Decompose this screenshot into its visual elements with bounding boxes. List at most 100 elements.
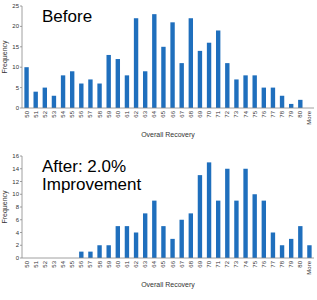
bar bbox=[106, 55, 110, 108]
bar bbox=[79, 84, 83, 108]
bar bbox=[271, 88, 275, 108]
bar bbox=[61, 75, 65, 108]
bar bbox=[116, 226, 120, 258]
bar bbox=[216, 201, 220, 258]
bar bbox=[225, 169, 229, 258]
bar bbox=[298, 100, 302, 108]
x-tick-label: 72 bbox=[224, 110, 230, 117]
bar bbox=[125, 226, 129, 258]
bar bbox=[189, 213, 193, 258]
x-tick-label: 56 bbox=[78, 110, 84, 117]
x-tick-label: 78 bbox=[279, 110, 285, 117]
x-tick-label: 77 bbox=[270, 110, 276, 117]
bar bbox=[97, 84, 101, 108]
figure: 0510152025505152535455565758596061626364… bbox=[0, 0, 317, 300]
bar bbox=[116, 59, 120, 108]
bar bbox=[298, 226, 302, 258]
bar bbox=[280, 245, 284, 258]
bar bbox=[289, 239, 293, 258]
x-tick-label: 77 bbox=[270, 260, 276, 267]
x-tick-label: 53 bbox=[51, 260, 57, 267]
y-tick-label: 8 bbox=[16, 204, 20, 210]
x-tick-label: 63 bbox=[142, 260, 148, 267]
bar bbox=[207, 43, 211, 108]
x-tick-label: 50 bbox=[24, 110, 30, 117]
bar bbox=[243, 169, 247, 258]
x-tick-label: 72 bbox=[224, 260, 230, 267]
bars bbox=[24, 14, 302, 108]
bar bbox=[216, 30, 220, 108]
x-tick-label: 79 bbox=[288, 260, 294, 267]
x-tick-label: 53 bbox=[51, 110, 57, 117]
x-tick-label: 71 bbox=[215, 260, 221, 267]
x-tick-label: 73 bbox=[233, 110, 239, 117]
bar bbox=[143, 71, 147, 108]
x-tick-label: 68 bbox=[188, 260, 194, 267]
bar bbox=[225, 63, 229, 108]
x-tick-label: 71 bbox=[215, 110, 221, 117]
x-tick-label: 74 bbox=[243, 260, 249, 267]
bar bbox=[262, 88, 266, 108]
bar bbox=[152, 14, 156, 108]
y-axis-title: Frequency bbox=[1, 40, 9, 74]
x-tick-label: 58 bbox=[97, 110, 103, 117]
y-tick-label: 15 bbox=[12, 44, 19, 50]
x-tick-label: 56 bbox=[78, 260, 84, 267]
x-tick-label: 78 bbox=[279, 260, 285, 267]
y-tick-label: 0 bbox=[16, 105, 20, 111]
x-tick-label: 59 bbox=[106, 110, 112, 117]
x-tick-label: 67 bbox=[179, 110, 185, 117]
x-tick-label: 59 bbox=[106, 260, 112, 267]
bar bbox=[189, 18, 193, 108]
bar bbox=[179, 63, 183, 108]
x-axis-title: Overall Recovery bbox=[141, 281, 195, 289]
x-tick-label: 65 bbox=[160, 260, 166, 267]
x-tick-label: 69 bbox=[197, 260, 203, 267]
x-tick-label: 54 bbox=[60, 110, 66, 117]
bar bbox=[88, 79, 92, 108]
bar bbox=[97, 245, 101, 258]
x-tick-label: 76 bbox=[261, 110, 267, 117]
x-tick-label: 54 bbox=[60, 260, 66, 267]
y-axis bbox=[22, 156, 23, 258]
x-tick-label: 52 bbox=[42, 260, 48, 267]
bar bbox=[179, 220, 183, 258]
x-tick-label: 61 bbox=[124, 260, 130, 267]
x-tick-label: 64 bbox=[151, 110, 157, 117]
bar bbox=[134, 18, 138, 108]
bar bbox=[70, 71, 74, 108]
x-tick-label: 70 bbox=[206, 110, 212, 117]
x-tick-label: 67 bbox=[179, 260, 185, 267]
x-tick-label: 63 bbox=[142, 110, 148, 117]
bar bbox=[152, 201, 156, 258]
x-tick-label: 62 bbox=[133, 110, 139, 117]
bar bbox=[252, 75, 256, 108]
x-tick-label: 58 bbox=[97, 260, 103, 267]
bar bbox=[161, 226, 165, 258]
x-tick-label: 75 bbox=[252, 110, 258, 117]
x-tick-label: 69 bbox=[197, 110, 203, 117]
bar bbox=[33, 92, 37, 108]
bar bbox=[143, 213, 147, 258]
bar bbox=[243, 75, 247, 108]
bar bbox=[170, 22, 174, 108]
y-tick-label: 10 bbox=[12, 64, 19, 70]
x-tick-label: 80 bbox=[297, 260, 303, 267]
x-tick-label: 68 bbox=[188, 110, 194, 117]
y-tick-label: 2 bbox=[16, 242, 20, 248]
bar bbox=[271, 233, 275, 259]
bar bbox=[207, 162, 211, 258]
bar bbox=[52, 96, 56, 108]
x-tick-label: 55 bbox=[69, 260, 75, 267]
x-tick-label: 61 bbox=[124, 110, 130, 117]
x-axis bbox=[22, 258, 314, 259]
y-axis-title: Frequency bbox=[1, 190, 9, 224]
y-tick-label: 20 bbox=[12, 23, 19, 29]
x-tick-label: 51 bbox=[33, 110, 39, 117]
x-tick-label: More bbox=[306, 110, 312, 124]
y-tick-label: 12 bbox=[12, 179, 19, 185]
x-tick-label: 57 bbox=[87, 110, 93, 117]
chart-panel: 0246810121416505152535455565758596061626… bbox=[1, 153, 314, 289]
bar bbox=[198, 175, 202, 258]
x-tick-label: 74 bbox=[243, 110, 249, 117]
